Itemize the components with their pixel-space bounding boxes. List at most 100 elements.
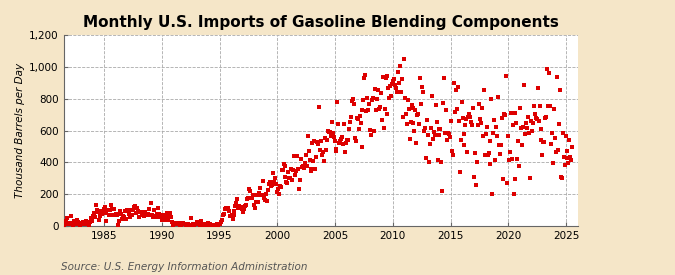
Point bbox=[396, 90, 406, 95]
Point bbox=[395, 64, 406, 68]
Point bbox=[83, 222, 94, 226]
Point bbox=[475, 117, 485, 121]
Point bbox=[547, 160, 558, 165]
Point bbox=[434, 127, 445, 131]
Point bbox=[311, 155, 322, 160]
Point bbox=[562, 148, 573, 153]
Point bbox=[90, 215, 101, 219]
Point bbox=[79, 222, 90, 226]
Title: Monthly U.S. Imports of Gasoline Blending Components: Monthly U.S. Imports of Gasoline Blendin… bbox=[82, 15, 558, 30]
Point bbox=[454, 119, 464, 123]
Point bbox=[204, 222, 215, 226]
Point bbox=[199, 222, 210, 226]
Point bbox=[261, 192, 271, 196]
Point bbox=[514, 164, 524, 169]
Point bbox=[492, 134, 503, 138]
Point bbox=[386, 94, 397, 98]
Point bbox=[383, 85, 394, 90]
Point bbox=[131, 211, 142, 215]
Point bbox=[150, 215, 161, 219]
Point bbox=[524, 131, 535, 135]
Point bbox=[251, 193, 262, 197]
Point bbox=[452, 107, 462, 111]
Point bbox=[70, 222, 81, 226]
Point bbox=[286, 167, 296, 171]
Point bbox=[391, 86, 402, 90]
Point bbox=[103, 208, 114, 212]
Point bbox=[215, 219, 226, 224]
Point bbox=[119, 208, 130, 213]
Point bbox=[203, 221, 214, 226]
Point bbox=[327, 131, 338, 136]
Point bbox=[510, 177, 521, 181]
Point bbox=[400, 112, 411, 116]
Point bbox=[167, 220, 178, 224]
Point bbox=[336, 137, 347, 142]
Point bbox=[565, 155, 576, 159]
Point bbox=[306, 169, 317, 174]
Point bbox=[373, 107, 384, 111]
Point bbox=[484, 161, 495, 166]
Point bbox=[354, 114, 365, 118]
Point bbox=[532, 86, 543, 90]
Point bbox=[196, 223, 207, 227]
Point bbox=[412, 112, 423, 117]
Point bbox=[485, 139, 496, 143]
Point bbox=[287, 178, 298, 182]
Point bbox=[418, 90, 429, 95]
Point bbox=[343, 138, 354, 142]
Point bbox=[402, 122, 412, 126]
Point bbox=[439, 76, 450, 81]
Point bbox=[483, 150, 494, 155]
Point bbox=[351, 116, 362, 120]
Point bbox=[470, 150, 481, 155]
Point bbox=[533, 119, 544, 123]
Point bbox=[78, 219, 89, 224]
Point bbox=[477, 106, 487, 110]
Point bbox=[504, 150, 515, 155]
Point bbox=[526, 129, 537, 133]
Point bbox=[437, 189, 448, 194]
Point bbox=[242, 197, 252, 201]
Point bbox=[63, 222, 74, 226]
Point bbox=[158, 213, 169, 218]
Point bbox=[225, 214, 236, 218]
Point bbox=[298, 166, 309, 170]
Point bbox=[363, 108, 374, 112]
Point bbox=[169, 221, 180, 226]
Point bbox=[86, 219, 97, 223]
Point bbox=[244, 189, 255, 193]
Point bbox=[559, 163, 570, 167]
Point bbox=[111, 213, 122, 218]
Point bbox=[518, 125, 529, 130]
Point bbox=[181, 223, 192, 227]
Point bbox=[377, 118, 387, 122]
Point bbox=[495, 142, 506, 147]
Point bbox=[321, 138, 332, 142]
Point bbox=[214, 222, 225, 227]
Point bbox=[58, 219, 69, 224]
Point bbox=[490, 157, 501, 162]
Point bbox=[541, 115, 551, 120]
Point bbox=[531, 116, 541, 120]
Point bbox=[248, 203, 259, 207]
Point bbox=[470, 183, 481, 187]
Point bbox=[410, 108, 421, 112]
Point bbox=[63, 221, 74, 225]
Point bbox=[252, 200, 263, 204]
Point bbox=[163, 214, 174, 218]
Point bbox=[460, 123, 471, 128]
Point bbox=[457, 116, 468, 120]
Point bbox=[551, 150, 562, 154]
Point bbox=[367, 97, 377, 102]
Point bbox=[429, 130, 439, 134]
Point bbox=[300, 153, 311, 158]
Point bbox=[512, 157, 523, 162]
Point bbox=[126, 208, 137, 213]
Point bbox=[274, 183, 285, 188]
Point bbox=[554, 122, 564, 127]
Point bbox=[156, 215, 167, 220]
Point bbox=[177, 221, 188, 225]
Point bbox=[328, 135, 339, 139]
Point bbox=[350, 136, 360, 141]
